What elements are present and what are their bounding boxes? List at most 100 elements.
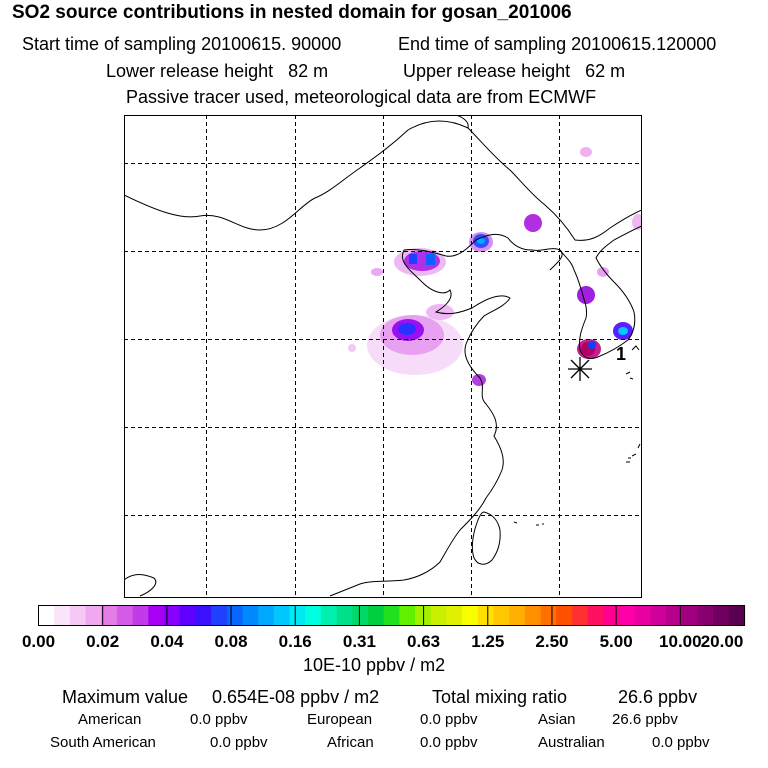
colorbar-swatch [367, 605, 385, 626]
colorbar-swatch [54, 605, 71, 626]
colorbar-swatch [336, 605, 353, 626]
border-mongolia [124, 115, 469, 231]
colorbar-swatch [728, 605, 746, 626]
colorbar-swatch [69, 605, 87, 626]
island-taiwan [471, 511, 501, 565]
colorbar-swatch [681, 605, 699, 626]
colorbar-tick-label: 20.00 [700, 632, 744, 651]
receptor-label: 1 [616, 344, 626, 364]
plume-spot-nk [597, 267, 609, 277]
colorbar-swatch [697, 605, 714, 626]
colorbar-swatch [540, 605, 557, 626]
source-value: 26.6 ppbv [612, 711, 678, 728]
colorbar-tick-label: 10.00 [659, 632, 702, 651]
islands-japan-south [625, 371, 641, 463]
colorbar-swatch [195, 605, 212, 626]
source-value: 0.0 ppbv [190, 711, 248, 728]
colorbar-swatch [258, 605, 275, 626]
colorbar-swatch [603, 605, 620, 626]
colorbar-swatch [430, 605, 448, 626]
colorbar-tick-label: 0.31 [342, 632, 376, 651]
colorbar-tick-label: 0.00 [21, 632, 56, 651]
total-mixing-value: 26.6 ppbv [618, 687, 698, 707]
islands-ryukyu [513, 521, 544, 526]
colorbar-swatch [242, 605, 259, 626]
colorbar-swatch [571, 605, 589, 626]
plume-spot-north [580, 147, 592, 157]
colorbar-swatch [462, 605, 479, 626]
source-value: 0.0 ppbv [652, 734, 710, 751]
source-name: European [307, 711, 373, 728]
plume-spot-sw [348, 344, 356, 352]
plume-spot-east [632, 214, 642, 230]
colorbar-tick-label: 1.25 [471, 632, 505, 651]
plume-central-ne [426, 304, 454, 320]
colorbar-swatch [164, 605, 181, 626]
colorbar-swatch [148, 605, 165, 626]
colorbar-tick-label: 0.04 [150, 632, 184, 651]
colorbar-swatch [587, 605, 604, 626]
plume-shanghai-north [472, 374, 486, 386]
colorbar-swatch [524, 605, 542, 626]
colorbar-swatch [273, 605, 291, 626]
plume-spot-west [371, 268, 383, 276]
end-time-label: End time of sampling 20100615.120000 [398, 34, 717, 54]
colorbar-swatch [509, 605, 526, 626]
colorbar-swatch [383, 605, 400, 626]
colorbar-swatch [211, 605, 228, 626]
colorbar-swatch [493, 605, 510, 626]
coast-ne [613, 225, 642, 241]
colorbar-swatch [132, 605, 149, 626]
colorbar-swatch [352, 605, 369, 626]
colorbar-swatch [38, 605, 55, 626]
colorbar-swatch [179, 605, 196, 626]
colorbar-swatch [446, 605, 463, 626]
map-frame [124, 115, 642, 598]
colorbar-tick-label: 2.50 [535, 632, 569, 651]
plume-seoul [577, 286, 595, 304]
source-name: Asian [538, 711, 576, 728]
colorbar-tick-label: 0.08 [214, 632, 248, 651]
colorbar-frame [38, 605, 745, 626]
colorbar-tick-label: 0.63 [407, 632, 441, 651]
colorbar-swatch [399, 605, 416, 626]
colorbar-swatch [101, 605, 118, 626]
colorbar-swatch [477, 605, 495, 626]
start-time-label: Start time of sampling 20100615. 90000 [22, 34, 342, 54]
graticule [124, 115, 642, 598]
source-name: African [327, 734, 374, 751]
coastlines [124, 115, 642, 597]
tracer-note: Passive tracer used, meteorological data… [126, 87, 597, 107]
max-value: 0.654E-08 ppbv / m2 [212, 687, 380, 707]
colorbar-tick-label: 0.02 [86, 632, 120, 651]
upper-release-height: Upper release height 62 m [403, 61, 626, 81]
concentration-field [348, 147, 642, 386]
coast-china-east [329, 249, 511, 597]
plume-central-peak [398, 323, 416, 335]
colorbar-swatch [650, 605, 667, 626]
colorbar-swatch [634, 605, 651, 626]
coast-southwest [124, 574, 157, 597]
source-name: South American [50, 734, 156, 751]
map-title: SO2 source contributions in nested domai… [12, 2, 572, 23]
plume-north-peak-b [426, 254, 435, 265]
colorbar-swatch [226, 605, 244, 626]
colorbar-swatch [320, 605, 338, 626]
coast-korea [559, 239, 636, 359]
asterisk-icon [568, 357, 592, 381]
max-value-label: Maximum value [62, 687, 189, 707]
lower-release-height: Lower release height 82 m [106, 61, 329, 81]
plume-tianjin-peak [477, 238, 485, 244]
plume-north-peak-a [409, 254, 417, 264]
colorbar-swatch [618, 605, 636, 626]
colorbar-tick-label: 0.16 [278, 632, 312, 651]
coast-tsushima [631, 345, 640, 351]
colorbar-units: 10E-10 ppbv / m2 [303, 655, 446, 675]
colorbar-tick-label: 5.00 [599, 632, 633, 651]
source-value: 0.0 ppbv [210, 734, 268, 751]
colorbar-swatch [666, 605, 683, 626]
colorbar-swatch [289, 605, 306, 626]
source-name: American [78, 711, 142, 728]
colorbar-swatch [85, 605, 102, 626]
